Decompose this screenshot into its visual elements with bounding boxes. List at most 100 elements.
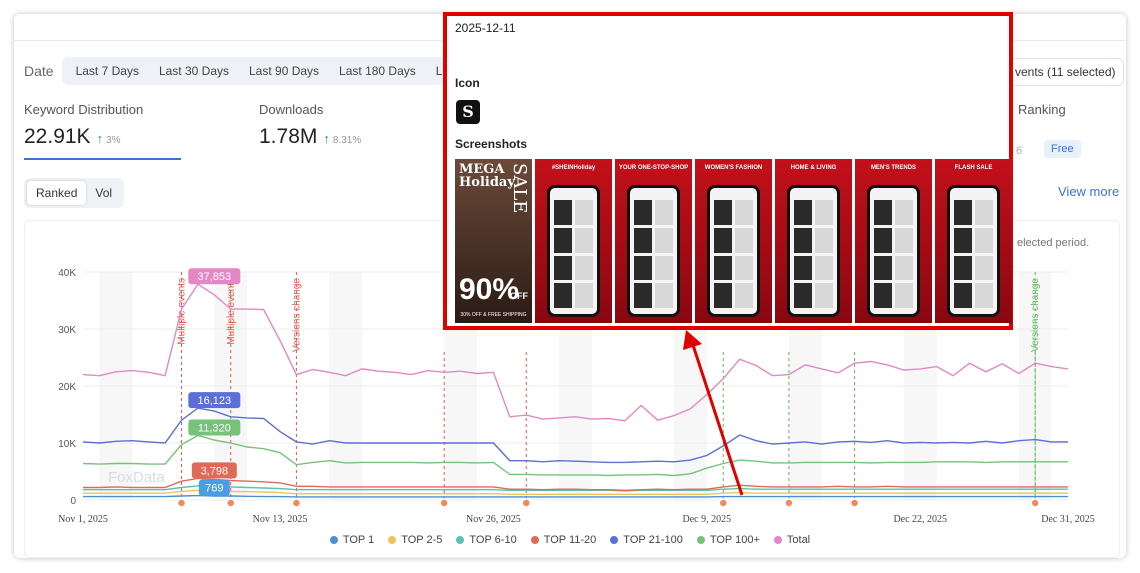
phone-product-grid [554,200,593,308]
event-marker [1030,498,1040,508]
metric-downloads[interactable]: Downloads 1.78M ↑ 8.31% [259,102,361,149]
date-option-last-30-days[interactable]: Last 30 Days [158,64,229,78]
product-thumb [954,227,972,253]
product-thumb [575,227,593,253]
metric-value-text: 1.78M [259,125,318,148]
view-more-link[interactable]: View more [1058,184,1120,199]
ranked-vol-toggle: Ranked Vol [24,178,125,208]
value-label-box [198,479,230,496]
y-tick-label: 10K [58,439,76,450]
toggle-ranked[interactable]: Ranked [27,181,87,205]
event-marker [849,498,860,508]
toggle-vol[interactable]: Vol [95,186,113,200]
product-thumb [554,200,572,225]
product-thumb [655,200,673,225]
value-label: 11,320 [198,422,231,434]
metric-label: Ranking [1018,102,1066,117]
product-thumb [874,255,892,281]
popup-screenshots-heading: Screenshots [455,137,528,151]
event-marker [226,498,236,508]
arrow-up-icon: ↑ [96,131,104,146]
app-icon: S [456,100,480,124]
annotation-label: Versions change [1030,278,1041,352]
legend-label: TOP 21-100 [623,534,683,546]
metric-keyword-distribution[interactable]: Keyword Distribution 22.91K ↑ 3% [24,102,143,149]
legend-swatch [530,536,539,544]
y-tick-label: 0 [70,496,76,507]
legend-item-top-11-20[interactable]: TOP 11-20 [530,534,596,546]
legend-swatch [456,536,465,544]
phone-mockup [627,185,680,317]
product-thumb [714,255,732,281]
product-thumb [895,283,913,308]
screenshot-caption: FLASH SALE [954,165,993,171]
product-thumb [575,283,593,308]
x-tick-label: Nov 1, 2025 [58,514,108,525]
legend-swatch [329,536,338,544]
screenshot-caption: #SHEINHoliday [551,165,596,171]
product-thumb [634,200,652,225]
product-thumb [874,200,892,225]
phone-product-grid [794,200,833,308]
date-filter-row: Date Last 7 Days Last 30 Days Last 90 Da… [24,56,473,86]
arrow-up-icon: ↑ [323,131,330,146]
legend-item-total[interactable]: Total [773,534,810,546]
screenshot-3[interactable]: YOUR ONE-STOP-SHOP [615,159,692,323]
ranking-value: 6 [1016,145,1023,157]
product-thumb [975,200,993,225]
y-tick-label: 40K [58,268,76,279]
product-thumb [895,255,913,281]
legend-label: TOP 100+ [709,534,760,546]
product-thumb [794,227,812,253]
value-label-box [188,268,241,285]
phone-mockup [707,185,760,317]
product-thumb [874,283,892,308]
screenshot-5[interactable]: HOME & LIVING [775,159,852,323]
legend-swatch [388,536,397,544]
screenshot-6[interactable]: MEN'S TRENDS [855,159,932,323]
product-thumb [815,255,833,281]
legend-item-top-21-100[interactable]: TOP 21-100 [610,534,683,546]
product-thumb [794,255,812,281]
screenshot-2[interactable]: #SHEINHoliday [535,159,612,323]
product-thumb [735,255,753,281]
product-thumb [554,283,572,308]
screenshot-7[interactable]: FLASH SALE [935,159,1012,323]
popup-date: 2025-12-11 [455,21,516,35]
product-thumb [554,227,572,253]
series-line-top-2-5 [83,489,1068,495]
y-tick-label: 30K [58,325,76,336]
x-tick-label: Nov 13, 2025 [253,514,308,525]
date-option-last-7-days[interactable]: Last 7 Days [75,64,139,78]
product-thumb [975,255,993,281]
metric-ranking[interactable]: Ranking [1018,102,1066,117]
x-tick-label: Dec 31, 2025 [1041,514,1095,525]
product-thumb [655,255,673,281]
metric-label: Downloads [259,102,324,117]
legend-item-top-1[interactable]: TOP 1 [329,534,374,546]
product-thumb [895,200,913,225]
value-label-box [188,392,241,409]
series-line-top-21-100 [82,407,1068,464]
screenshot-4[interactable]: WOMEN'S FASHION [695,159,772,323]
phone-product-grid [714,200,753,308]
product-thumb [954,200,972,225]
value-label: 16,123 [198,395,232,407]
date-option-last-180-days[interactable]: Last 180 Days [339,64,416,78]
product-thumb [954,283,972,308]
period-note: elected period. [1017,237,1090,249]
legend-item-top-2-5[interactable]: TOP 2-5 [388,534,442,546]
screenshot-strip: MEGA Holiday SALE 90% OFF 30% OFF & FREE… [455,159,1012,323]
screenshot-1[interactable]: MEGA Holiday SALE 90% OFF 30% OFF & FREE… [455,159,532,323]
screenshot-footer: 30% OFF & FREE SHIPPING [460,312,527,318]
date-option-last-90-days[interactable]: Last 90 Days [249,64,320,78]
screenshot-caption: YOUR ONE-STOP-SHOP [618,165,689,171]
watermark: FoxData [108,469,165,486]
events-filter-select[interactable]: vents (11 selected) [1004,58,1124,86]
metric-delta-text: 8.31% [332,135,362,146]
legend-item-top-6-10[interactable]: TOP 6-10 [456,534,517,546]
legend-item-top-100-[interactable]: TOP 100+ [696,534,760,546]
metric-value: 22.91K ↑ 3% [24,125,143,149]
phone-mockup [947,185,1000,317]
event-marker [521,498,531,508]
